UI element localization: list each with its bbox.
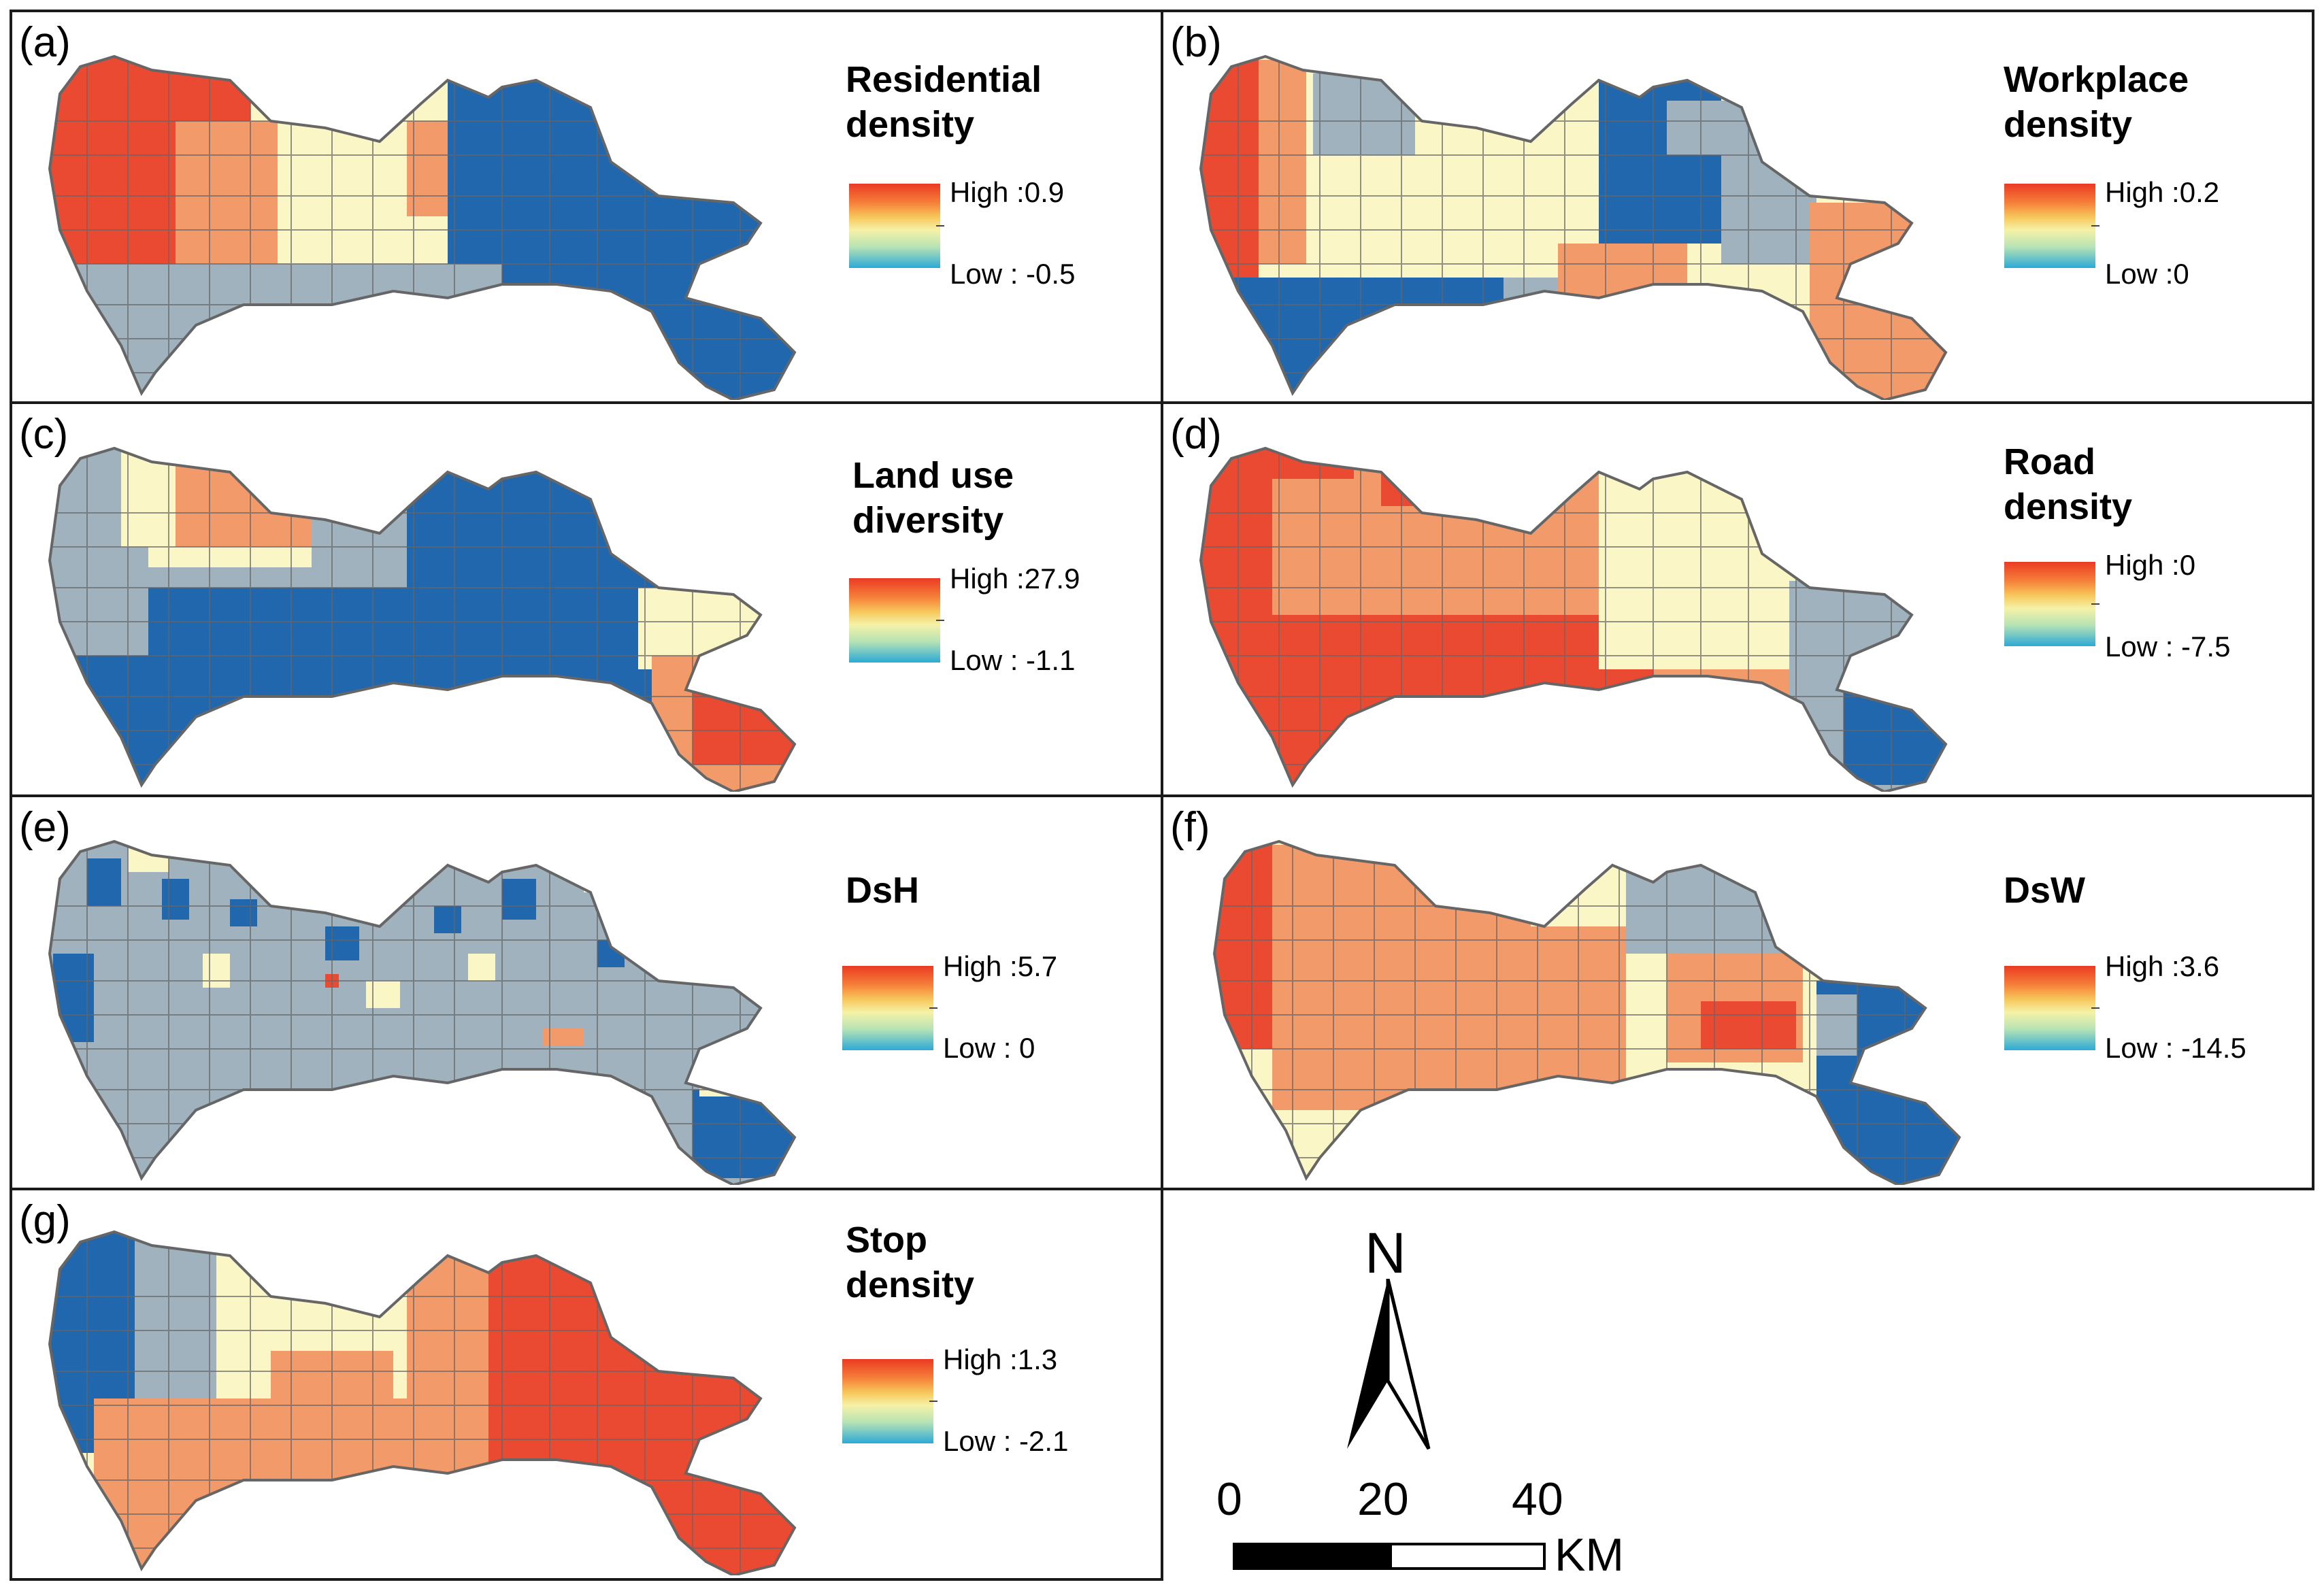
legend-high-label: High :0 [2105,549,2196,581]
map-title: Stop density [846,1220,975,1305]
legend-high-label: High :0.2 [2105,176,2220,208]
legend-low-label: Low :0 [2105,258,2189,290]
panel-c: (c) Land use diversity High :27.9 Low : -… [10,401,1163,797]
map-title: Residential density [846,59,1042,145]
panel-d: (d) Road density High :0 Low : -7.5 [1161,401,2314,797]
panel-a: (a) Residential density High :0.9 Low : -… [10,10,1163,404]
legend-tick [2091,225,2099,227]
legend-color-ramp [2004,966,2095,1050]
map-residential-density [48,54,797,400]
legend-high-label: High :3.6 [2105,950,2220,982]
map-land-use-diversity [48,446,797,792]
map-dsw [1212,839,1961,1185]
panel-g: (g) Stop density High :1.3 Low : -2.1 [10,1188,1163,1581]
legend-color-ramp [2004,562,2095,646]
panel-e: (e) [10,794,1163,1190]
legend-low-label: Low : -1.1 [950,644,1076,676]
map-title: DsW [2004,870,2085,911]
map-title: Workplace density [2004,59,2189,145]
scale-bar-black-segment [1233,1543,1391,1570]
map-workplace-density [1199,54,1948,400]
legend-color-ramp [849,578,940,663]
panel-label: (b) [1170,19,1222,66]
map-title: DsH [846,870,920,911]
panel-label: (f) [1170,804,1210,851]
map-stop-density [48,1230,797,1575]
legend-low-label: Low : -2.1 [943,1425,1069,1457]
scale-unit: KM [1555,1529,1624,1581]
legend-low-label: Low : -7.5 [2105,631,2231,663]
legend-low-label: Low : 0 [943,1032,1035,1064]
legend-color-ramp [842,966,933,1050]
scale-bar-white-segment [1389,1543,1546,1570]
north-label: N [1365,1221,1406,1285]
panel-label: (c) [19,411,69,458]
panel-label: (e) [19,804,71,851]
map-road-density [1199,446,1948,792]
legend-tick [2091,603,2099,605]
legend-high-label: High :0.9 [950,176,1065,208]
legend-tick [936,225,944,227]
legend-tick [936,620,944,621]
legend-tick [929,1007,937,1009]
north-arrow-icon [1347,1279,1431,1450]
map-dsh [48,839,797,1185]
legend-color-ramp [849,184,940,268]
legend-color-ramp [842,1359,933,1443]
scale-tick-0: 0 [1216,1473,1242,1525]
legend-low-label: Low : -0.5 [950,258,1076,290]
panel-b: (b) Workplace density High :0.2 Low :0 [1161,10,2314,404]
scale-tick-40: 40 [1512,1473,1563,1525]
panel-label: (g) [19,1197,71,1244]
legend-high-label: High :27.9 [950,563,1080,594]
panel-label: (a) [19,19,71,66]
panel-f: (f) DsW High :3.6 Low : -14.5 [1161,794,2314,1190]
legend-low-label: Low : -14.5 [2105,1032,2246,1064]
scale-tick-20: 20 [1357,1473,1409,1525]
panel-label: (d) [1170,411,1222,458]
legend-high-label: High :1.3 [943,1343,1058,1375]
legend-color-ramp [2004,184,2095,268]
map-title: Land use diversity [852,455,1014,541]
legend-high-label: High :5.7 [943,950,1058,982]
map-title: Road density [2004,441,2133,527]
legend-tick [2091,1007,2099,1009]
legend-tick [929,1401,937,1402]
